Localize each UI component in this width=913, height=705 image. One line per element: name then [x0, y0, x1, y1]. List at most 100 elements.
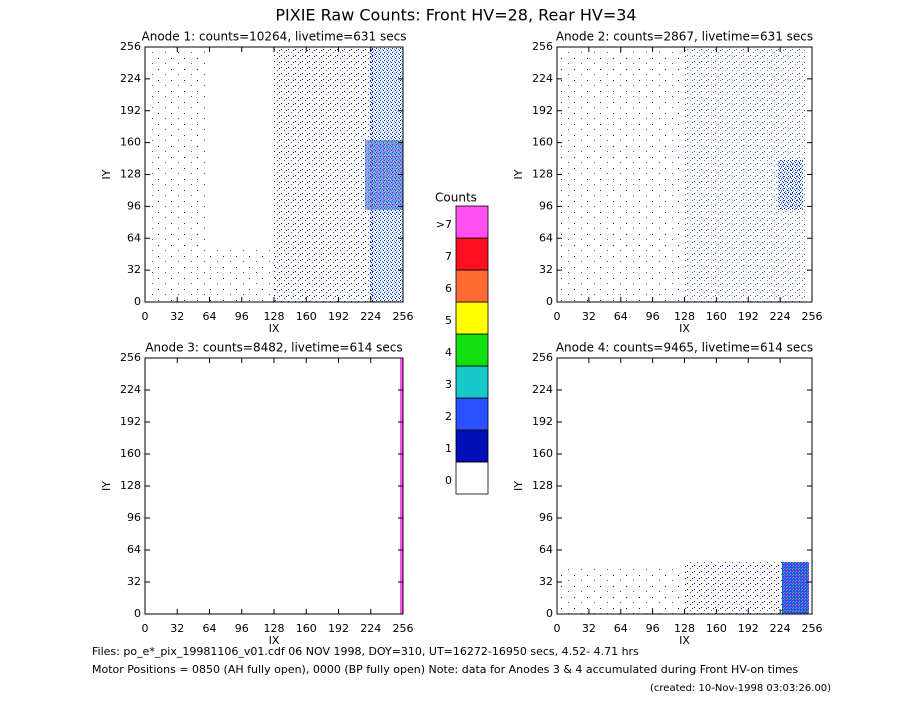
x-tick-label: 64 — [203, 622, 217, 635]
colorbar-swatch — [455, 301, 489, 335]
footer-motor: Motor Positions = 0850 (AH fully open), … — [92, 663, 798, 676]
x-tick-label: 128 — [674, 622, 695, 635]
colorbar-swatch — [455, 397, 489, 431]
x-tick-label: 32 — [582, 622, 596, 635]
x-tick-label: 160 — [296, 622, 317, 635]
x-tick-label: 224 — [770, 622, 791, 635]
title: PIXIE Raw Counts: Front HV=28, Rear HV=3… — [275, 6, 636, 25]
texture — [146, 48, 809, 614]
x-tick-label: 192 — [738, 622, 759, 635]
x-tick-label: 32 — [170, 310, 184, 323]
y-tick-label: 256 — [532, 40, 553, 53]
y-axis-label: IY — [100, 481, 113, 491]
x-tick-label: 256 — [802, 622, 823, 635]
y-tick-label: 256 — [120, 351, 141, 364]
colorbar-swatch — [455, 429, 489, 463]
y-tick-label: 224 — [532, 383, 553, 396]
x-tick-label: 128 — [264, 622, 285, 635]
y-tick-label: 256 — [532, 351, 553, 364]
panel-title: Anode 2: counts=2867, livetime=631 secs — [556, 30, 813, 44]
y-tick-label: 32 — [127, 575, 141, 588]
x-tick-label: 192 — [328, 310, 349, 323]
y-tick-label: 64 — [127, 543, 141, 556]
x-tick-label: 0 — [142, 622, 149, 635]
panel-title: Anode 1: counts=10264, livetime=631 secs — [142, 30, 407, 44]
x-axis-label: IX — [679, 634, 690, 647]
x-tick-label: 256 — [802, 310, 823, 323]
x-tick-label: 0 — [142, 310, 149, 323]
y-tick-label: 32 — [539, 263, 553, 276]
plot-frame — [144, 357, 404, 615]
colorbar-title: Counts — [435, 191, 477, 205]
y-tick-label: 160 — [120, 447, 141, 460]
colorbar-label: 7 — [445, 250, 452, 263]
x-tick-label: 96 — [235, 622, 249, 635]
x-tick-label: 0 — [554, 310, 561, 323]
y-tick-label: 128 — [532, 479, 553, 492]
footer-files: Files: po_e*_pix_19981106_v01.cdf 06 NOV… — [92, 645, 639, 658]
colorbar-label: 0 — [445, 474, 452, 487]
y-tick-label: 32 — [539, 575, 553, 588]
footer-created: (created: 10-Nov-1998 03:03:26.00) — [650, 683, 831, 694]
x-tick-label: 192 — [328, 622, 349, 635]
x-tick-label: 256 — [393, 310, 414, 323]
x-tick-label: 64 — [203, 310, 217, 323]
y-tick-label: 192 — [120, 415, 141, 428]
colorbar-label: 1 — [445, 442, 452, 455]
y-tick-label: 96 — [127, 511, 141, 524]
x-tick-label: 128 — [264, 310, 285, 323]
colorbar-swatch — [455, 461, 489, 495]
colorbar-label: 3 — [445, 378, 452, 391]
y-tick-label: 64 — [539, 543, 553, 556]
colorbar-swatch — [455, 333, 489, 367]
y-axis-label: IY — [512, 169, 525, 179]
x-tick-label: 160 — [296, 310, 317, 323]
y-tick-label: 0 — [134, 607, 141, 620]
y-tick-label: 224 — [120, 383, 141, 396]
colorbar-label: 6 — [445, 282, 452, 295]
x-tick-label: 224 — [360, 622, 381, 635]
y-axis-label: IY — [100, 169, 113, 179]
y-tick-label: 0 — [134, 295, 141, 308]
y-tick-label: 160 — [120, 136, 141, 149]
y-tick-label: 96 — [539, 199, 553, 212]
y-tick-label: 192 — [532, 415, 553, 428]
y-tick-label: 128 — [120, 479, 141, 492]
x-tick-label: 96 — [646, 310, 660, 323]
colorbar-label: 4 — [445, 346, 452, 359]
colorbar-swatch — [455, 237, 489, 271]
y-tick-label: 160 — [532, 136, 553, 149]
x-tick-label: 32 — [170, 622, 184, 635]
x-tick-label: 160 — [706, 310, 727, 323]
colorbar-label: >7 — [436, 218, 452, 231]
x-axis-label: IX — [269, 634, 280, 647]
colorbar-label: 5 — [445, 314, 452, 327]
x-axis-label: IX — [269, 322, 280, 335]
y-tick-label: 32 — [127, 263, 141, 276]
y-tick-label: 224 — [532, 72, 553, 85]
y-tick-label: 64 — [127, 231, 141, 244]
x-tick-label: 224 — [360, 310, 381, 323]
colorbar-label: 2 — [445, 410, 452, 423]
y-tick-label: 224 — [120, 72, 141, 85]
x-tick-label: 224 — [770, 310, 791, 323]
y-tick-label: 128 — [532, 168, 553, 181]
x-tick-label: 32 — [582, 310, 596, 323]
x-tick-label: 64 — [614, 622, 628, 635]
x-tick-label: 96 — [235, 310, 249, 323]
y-tick-label: 128 — [120, 168, 141, 181]
x-tick-label: 0 — [554, 622, 561, 635]
y-tick-label: 192 — [532, 104, 553, 117]
x-axis-label: IX — [679, 322, 690, 335]
panel-title: Anode 3: counts=8482, livetime=614 secs — [145, 341, 402, 355]
x-tick-label: 192 — [738, 310, 759, 323]
y-tick-label: 96 — [539, 511, 553, 524]
y-tick-label: 160 — [532, 447, 553, 460]
y-tick-label: 96 — [127, 199, 141, 212]
y-tick-label: 0 — [546, 607, 553, 620]
colorbar-swatch — [455, 205, 489, 239]
x-tick-label: 64 — [614, 310, 628, 323]
x-tick-label: 128 — [674, 310, 695, 323]
colorbar-swatch — [455, 269, 489, 303]
y-tick-label: 256 — [120, 40, 141, 53]
